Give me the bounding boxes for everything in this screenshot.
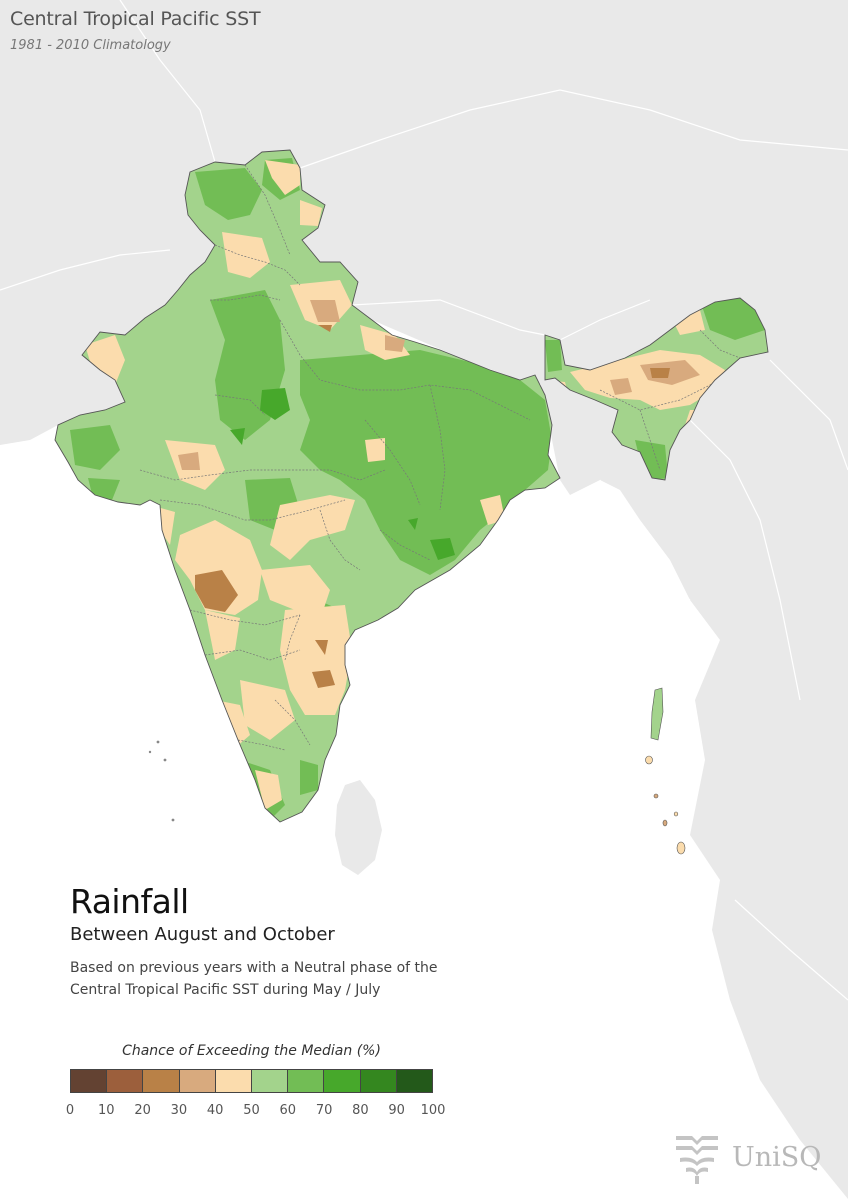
legend-tick-label: 0	[65, 1103, 75, 1118]
legend-swatch	[360, 1070, 397, 1092]
legend-tick-label: 80	[352, 1103, 369, 1118]
legend-tick-label: 20	[134, 1103, 151, 1118]
legend-tick-label: 70	[315, 1103, 333, 1118]
info-title: Rainfall	[70, 882, 189, 921]
header-title: Central Tropical Pacific SST	[10, 8, 261, 30]
legend-ticks: 0 10 20 30 40 50 60 70 80 90 100	[66, 1103, 446, 1119]
legend-tick-label: 100	[420, 1103, 446, 1118]
legend-tick-label: 60	[279, 1103, 297, 1118]
info-description: Based on previous years with a Neutral p…	[70, 960, 438, 998]
legend-swatch	[143, 1070, 180, 1092]
legend-tick-label: 90	[388, 1103, 405, 1118]
legend-swatch	[288, 1070, 325, 1092]
legend-swatch	[324, 1070, 361, 1092]
legend-tick-label: 10	[98, 1103, 115, 1118]
sri-lanka-land	[335, 780, 382, 875]
legend-color-bar	[70, 1069, 433, 1093]
legend-tick-label: 40	[206, 1103, 224, 1118]
legend-swatch	[179, 1070, 216, 1092]
legend-swatch	[107, 1070, 144, 1092]
legend-tick-label: 50	[243, 1103, 260, 1118]
logo-text: UniSQ	[732, 1142, 822, 1173]
header-subtitle: 1981 - 2010 Climatology	[10, 38, 171, 53]
info-subtitle: Between August and October	[70, 924, 335, 945]
unisq-logo: UniSQ	[672, 1132, 822, 1186]
legend-swatch	[215, 1070, 253, 1092]
lakshadweep-islands	[148, 740, 175, 822]
unisq-logo-icon	[676, 1136, 718, 1184]
legend-swatch	[396, 1070, 433, 1092]
legend-tick-label: 30	[170, 1103, 188, 1118]
andaman-nicobar-islands	[645, 687, 686, 855]
legend-swatch	[252, 1070, 289, 1092]
legend-title: Chance of Exceeding the Median (%)	[122, 1043, 381, 1059]
legend-swatch	[71, 1070, 108, 1092]
info-panel: Rainfall Between August and October Base…	[70, 882, 490, 1001]
